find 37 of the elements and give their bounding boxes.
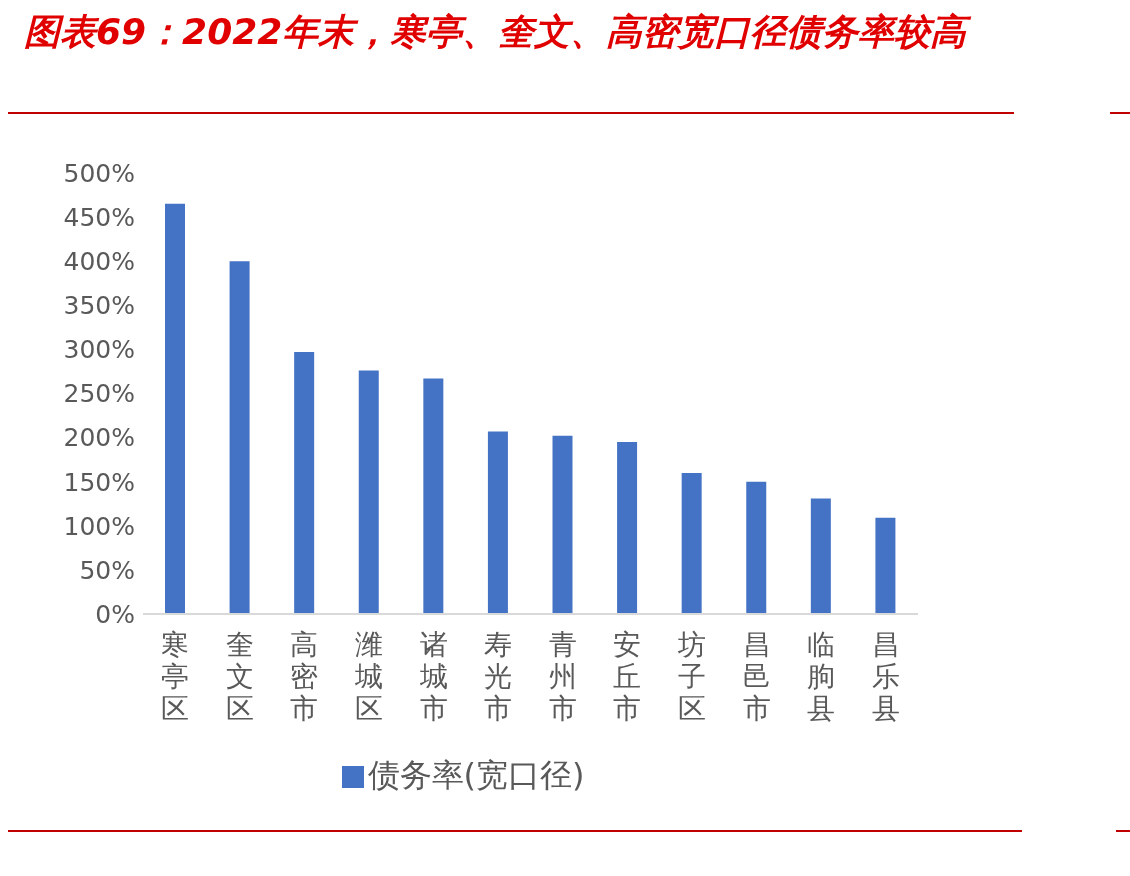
bar (358, 370, 379, 614)
x-tick-label: 安丘市 (613, 628, 642, 725)
x-tick-label: 奎文区 (225, 628, 254, 725)
x-tick-label: 昌邑市 (742, 628, 771, 725)
x-tick-label: 临朐县 (807, 628, 836, 725)
bar (810, 498, 831, 614)
x-tick-label: 高密市 (290, 628, 319, 725)
x-tick-label: 坊子区 (676, 628, 706, 725)
y-tick-label: 200% (63, 423, 135, 453)
y-tick-label: 250% (63, 379, 135, 409)
x-tick-label: 潍城区 (354, 628, 384, 725)
y-tick-label: 500% (63, 158, 135, 188)
chart-title: 图表69：2022年末，寒亭、奎文、高密宽口径债务率较高 (23, 10, 972, 54)
x-tick-label: 寒亭区 (161, 628, 190, 725)
bar (294, 352, 315, 614)
bar (229, 261, 250, 614)
bar (165, 203, 185, 614)
y-tick-label: 100% (63, 511, 135, 541)
x-tick-label: 诸城市 (418, 628, 448, 725)
bar (552, 435, 573, 614)
y-tick-label: 400% (63, 247, 135, 277)
y-tick-label: 50% (79, 555, 135, 585)
x-tick-label: 青州市 (548, 628, 577, 725)
bar (423, 378, 444, 614)
x-tick-label: 寿光市 (484, 628, 513, 725)
bar (746, 481, 767, 614)
y-tick-label: 450% (63, 202, 135, 232)
y-tick-label: 0% (95, 599, 135, 629)
bar (681, 472, 702, 614)
x-tick-label: 昌乐县 (871, 628, 900, 725)
y-tick-label: 300% (63, 335, 135, 365)
y-tick-label: 350% (63, 291, 135, 321)
bar (487, 431, 508, 614)
bar (875, 517, 896, 614)
bar (617, 442, 638, 614)
y-tick-label: 150% (63, 467, 135, 497)
legend-label: 债务率(宽口径) (367, 756, 585, 794)
